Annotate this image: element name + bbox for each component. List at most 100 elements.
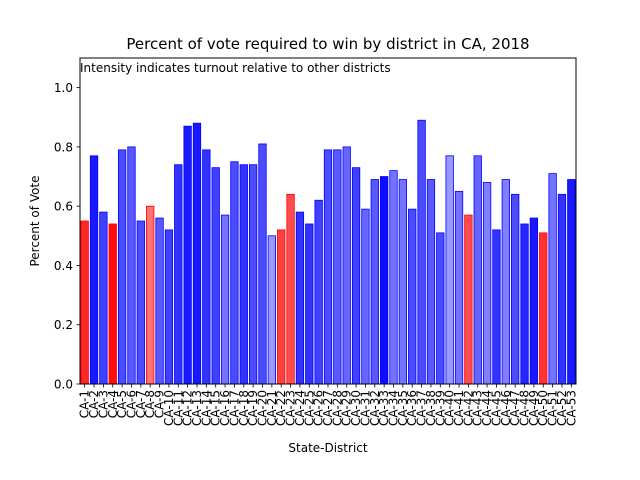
y-tick-label: 0.4: [54, 259, 73, 273]
x-tick-label: CA-10: [162, 390, 176, 426]
y-tick-label: 0.8: [54, 140, 73, 154]
x-tick-label: CA-6: [124, 390, 138, 418]
x-tick-label: CA-44: [480, 390, 494, 426]
y-tick-label: 0.6: [54, 200, 73, 214]
bar-ca-15: [211, 167, 220, 385]
y-axis: 0.0 0.2 0.4 0.6 0.8 1.0: [54, 81, 80, 392]
x-tick-label: CA-47: [508, 390, 522, 426]
bar-ca-33: [380, 176, 389, 385]
bar-ca-28: [333, 149, 342, 385]
x-tick-label: CA-34: [387, 390, 401, 426]
x-tick-label: CA-27: [321, 390, 335, 426]
bar-ca-38: [426, 179, 436, 385]
bar-ca-23: [286, 193, 295, 385]
y-axis-label: Percent of Vote: [28, 175, 42, 266]
x-tick-label: CA-26: [312, 390, 326, 426]
bar-ca-42: [464, 214, 473, 385]
bar-ca-4: [108, 223, 117, 385]
x-tick-label: CA-33: [377, 390, 391, 426]
x-tick-label: CA-45: [489, 390, 503, 426]
x-tick-label: CA-52: [555, 390, 569, 426]
bar-ca-50: [539, 232, 548, 385]
chart-title: Percent of vote required to win by distr…: [126, 35, 529, 53]
x-tick-label: CA-40: [443, 390, 457, 426]
bar-ca-17: [230, 161, 239, 385]
x-tick-label: CA-21: [265, 390, 279, 426]
bar-ca-11: [174, 164, 183, 385]
x-tick-label: CA-15: [209, 390, 223, 426]
bar-ca-2: [89, 155, 99, 385]
x-tick-label: CA-1: [78, 390, 92, 418]
x-axis-label: State-District: [288, 441, 367, 455]
x-tick-label: CA-41: [452, 390, 466, 426]
bar-ca-43: [473, 155, 482, 385]
x-tick-label: CA-9: [153, 390, 167, 418]
x-tick-label: CA-51: [546, 390, 560, 426]
x-tick-label: CA-25: [302, 390, 316, 426]
bar-ca-30: [351, 167, 361, 385]
bar-ca-24: [295, 211, 305, 385]
x-tick-label: CA-46: [499, 390, 513, 426]
bar-ca-32: [370, 179, 379, 385]
x-tick-label: CA-7: [134, 390, 148, 418]
bar-ca-35: [398, 179, 408, 385]
bar-ca-14: [202, 149, 211, 385]
bar-ca-21: [267, 235, 276, 385]
bar-ca-13: [192, 122, 202, 385]
bar-ca-40: [445, 155, 454, 385]
x-tick-label: CA-2: [87, 390, 101, 418]
bar-ca-1: [80, 220, 89, 385]
bar-ca-5: [117, 149, 127, 385]
bar-ca-3: [99, 211, 108, 385]
x-tick-label: CA-32: [368, 390, 382, 426]
bar-ca-25: [305, 223, 314, 385]
bar-ca-44: [482, 182, 492, 385]
bar-ca-9: [155, 217, 164, 385]
bar-ca-22: [277, 229, 286, 385]
bar-ca-6: [127, 146, 136, 385]
chart-annotation: Intensity indicates turnout relative to …: [80, 61, 391, 75]
bar-ca-16: [220, 214, 230, 385]
bar-ca-52: [557, 193, 567, 385]
bar-ca-53: [567, 179, 576, 385]
bar-ca-10: [164, 229, 174, 385]
bar-ca-36: [408, 208, 417, 385]
bar-ca-29: [342, 146, 351, 385]
x-tick-label: CA-30: [349, 390, 363, 426]
bar-ca-18: [239, 164, 248, 385]
x-tick-label: CA-35: [396, 390, 410, 426]
x-tick-label: CA-3: [96, 390, 110, 418]
x-tick-label: CA-37: [415, 390, 429, 426]
x-tick-label: CA-12: [181, 390, 195, 426]
bar-ca-41: [454, 190, 464, 385]
y-tick-label: 0.2: [54, 318, 73, 332]
x-tick-label: CA-50: [536, 390, 550, 426]
bar-ca-7: [136, 220, 145, 385]
x-tick-label: CA-16: [218, 390, 232, 426]
x-tick-label: CA-17: [227, 390, 241, 426]
bar-ca-49: [529, 217, 539, 385]
x-tick-label: CA-4: [106, 390, 120, 418]
x-tick-label: CA-36: [405, 390, 419, 426]
x-tick-label: CA-28: [330, 390, 344, 426]
bar-ca-34: [389, 170, 398, 385]
x-tick-label: CA-19: [246, 390, 260, 426]
bar-ca-12: [183, 125, 192, 385]
x-tick-label: CA-23: [284, 390, 298, 426]
bar-ca-46: [501, 179, 510, 385]
bar-ca-37: [417, 119, 426, 385]
x-tick-label: CA-18: [237, 390, 251, 426]
bar-ca-51: [548, 173, 557, 385]
x-tick-label: CA-29: [340, 390, 354, 426]
bar-ca-31: [361, 208, 370, 385]
bar-ca-27: [323, 149, 333, 385]
x-tick-label: CA-20: [255, 390, 269, 426]
x-tick-label: CA-5: [115, 390, 129, 418]
bar-ca-45: [492, 229, 501, 385]
bar-ca-8: [146, 205, 155, 385]
x-tick-label: CA-22: [274, 390, 288, 426]
x-tick-label: CA-53: [564, 390, 578, 426]
x-axis: CA-1CA-2CA-3CA-4CA-5CA-6CA-7CA-8CA-9CA-1…: [78, 384, 578, 426]
x-tick-label: CA-13: [190, 390, 204, 426]
